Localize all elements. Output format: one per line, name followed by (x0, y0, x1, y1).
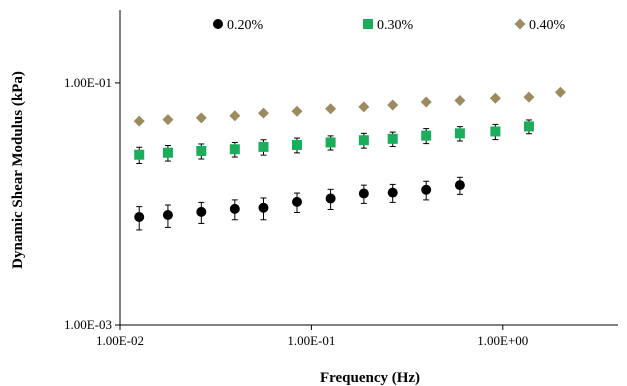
x-tick-label: 1.00E-01 (287, 333, 335, 348)
data-point-diamond (420, 96, 432, 108)
legend-label: 0.40% (529, 18, 566, 33)
data-point-square (162, 147, 173, 158)
data-point-diamond (387, 99, 399, 111)
legend-marker (363, 19, 373, 29)
data-point-circle (258, 202, 269, 213)
data-point-circle (421, 184, 432, 195)
data-point-diamond (133, 115, 145, 127)
data-point-diamond (489, 92, 501, 104)
data-point-circle (358, 188, 369, 199)
data-point-circle (229, 203, 240, 214)
data-point-diamond (195, 112, 207, 124)
data-point-diamond (523, 91, 535, 103)
data-point-circle (196, 206, 207, 217)
y-tick-label: 1.00E-03 (64, 317, 112, 332)
data-point-diamond (229, 110, 241, 122)
data-point-square (258, 141, 269, 152)
data-point-diamond (454, 94, 466, 106)
x-tick-label: 1.00E-02 (96, 333, 144, 348)
data-point-square (421, 130, 432, 141)
data-point-square (229, 144, 240, 155)
data-point-square (490, 126, 501, 137)
data-point-square (325, 137, 336, 148)
data-point-circle (325, 193, 336, 204)
data-point-square (196, 145, 207, 156)
data-point-diamond (325, 103, 337, 115)
data-point-square (358, 135, 369, 146)
y-tick-label: 1.00E-01 (64, 75, 112, 90)
data-point-diamond (257, 107, 269, 119)
data-point-circle (291, 196, 302, 207)
legend-marker (514, 18, 526, 30)
data-point-circle (454, 180, 465, 191)
legend: 0.20% 0.30% 0.40% (213, 18, 566, 33)
data-point-square (134, 149, 145, 160)
data-point-square (387, 133, 398, 144)
legend-label: 0.30% (377, 18, 414, 33)
legend-label: 0.20% (227, 18, 264, 33)
data-point-square (523, 121, 534, 132)
data-point-circle (134, 212, 145, 223)
error-bars (136, 119, 532, 231)
tick-labels: 1.00E-02 1.00E-01 1.00E+00 1.00E-03 1.00E-01 (64, 75, 528, 348)
axes (115, 10, 618, 330)
data-point-diamond (162, 114, 174, 126)
y-axis-title: Dynamic Shear Modulus (kPa) (10, 71, 26, 269)
x-axis-title: Frequency (Hz) (320, 370, 420, 386)
legend-marker (213, 19, 223, 29)
data-point-diamond (554, 86, 566, 98)
data-point-circle (387, 187, 398, 198)
data-markers (133, 86, 566, 223)
data-point-square (291, 139, 302, 150)
data-point-circle (162, 210, 173, 221)
data-point-diamond (358, 101, 370, 113)
data-point-diamond (291, 105, 303, 117)
x-tick-label: 1.00E+00 (477, 333, 528, 348)
data-point-square (454, 128, 465, 139)
